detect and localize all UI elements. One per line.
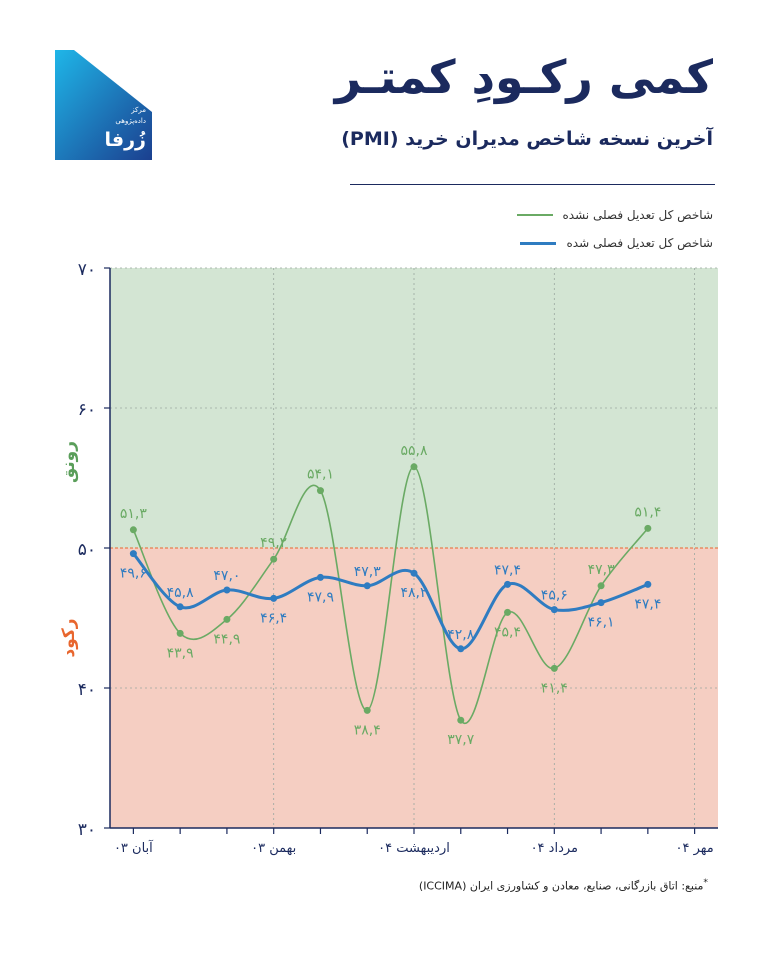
x-tick-label: مهر ۰۴ [675, 841, 713, 856]
data-label-adjusted: ۴۷,۳ [354, 564, 381, 580]
data-label-adjusted: ۴۶,۴ [260, 610, 287, 626]
data-label-raw: ۴۱,۴ [541, 680, 568, 696]
logo-shape [55, 50, 152, 160]
data-point-adjusted [597, 599, 605, 607]
data-label-raw: ۳۷,۷ [447, 732, 474, 748]
data-label-adjusted: ۴۷,۴ [494, 562, 521, 578]
data-point-raw [644, 524, 652, 532]
x-tick-label: آبان ۰۳ [114, 839, 154, 856]
source-text: منبع: اتاق بازرگانی، صنایع، معادن و کشاو… [418, 879, 704, 893]
y-tick-label: ۳۰ [78, 820, 96, 840]
logo-line2: داده‌پژوهی [115, 117, 146, 125]
legend-swatch-adjusted [520, 241, 557, 245]
data-point-raw [270, 555, 278, 563]
zone-label-recession: رکود [59, 618, 79, 657]
data-label-raw: ۵۴,۱ [307, 467, 334, 483]
y-tick-label: ۷۰ [78, 260, 96, 280]
data-label-raw: ۴۷,۳ [588, 562, 615, 578]
data-point-adjusted [644, 580, 652, 588]
data-label-raw: ۵۱,۳ [120, 506, 147, 522]
data-point-adjusted [270, 594, 278, 602]
data-point-raw [457, 716, 465, 724]
page-title: کمی رکـودِ کمتـر [334, 50, 713, 104]
data-label-raw: ۴۳,۹ [167, 645, 194, 661]
data-label-adjusted: ۴۷,۴ [634, 596, 661, 612]
data-label-raw: ۴۴,۹ [213, 631, 240, 647]
x-tick-label: اردیبهشت ۰۴ [378, 841, 450, 856]
data-point-adjusted [457, 645, 465, 653]
data-label-raw: ۴۵,۴ [494, 624, 521, 640]
data-label-raw: ۳۸,۴ [354, 722, 381, 738]
header-divider [350, 184, 715, 185]
data-label-adjusted: ۴۹,۶ [120, 566, 147, 582]
data-label-adjusted: ۴۵,۶ [541, 588, 568, 604]
data-point-raw [129, 526, 137, 534]
legend-item-adjusted: شاخص کل تعدیل فصلی شده [520, 236, 713, 250]
data-point-adjusted [316, 573, 324, 581]
data-point-adjusted [223, 586, 231, 594]
data-label-adjusted: ۴۶,۱ [588, 615, 615, 631]
data-point-adjusted [129, 550, 137, 558]
data-point-raw [504, 608, 512, 616]
data-point-raw [363, 706, 371, 714]
data-label-adjusted: ۴۸,۲ [400, 585, 427, 601]
data-point-adjusted [504, 580, 512, 588]
data-point-adjusted [410, 569, 418, 577]
y-tick-label: ۴۰ [78, 680, 96, 700]
data-label-adjusted: ۴۷,۰ [213, 568, 240, 584]
y-tick-label: ۶۰ [78, 400, 96, 420]
data-point-raw [223, 615, 231, 623]
data-label-raw: ۵۱,۴ [634, 504, 661, 520]
data-label-adjusted: ۴۵,۸ [167, 585, 194, 601]
page-subtitle: آخرین نسخه شاخص مدیران خرید (PMI) [341, 128, 713, 150]
y-tick-label: ۵۰ [78, 540, 96, 560]
legend-label-adjusted: شاخص کل تعدیل فصلی شده [566, 236, 713, 250]
data-point-raw [316, 487, 324, 495]
logo-name: زُرفا [105, 129, 146, 151]
source-note: *منبع: اتاق بازرگانی، صنایع، معادن و کشا… [418, 877, 708, 893]
data-point-raw [176, 629, 184, 637]
legend-label-raw: شاخص کل تعدیل فصلی نشده [562, 208, 714, 222]
data-label-adjusted: ۴۲,۸ [447, 627, 474, 643]
data-point-raw [597, 582, 605, 590]
data-label-raw: ۵۵,۸ [400, 443, 427, 459]
data-point-adjusted [363, 582, 371, 590]
legend-item-raw: شاخص کل تعدیل فصلی نشده [516, 208, 714, 222]
series-line-raw [132, 465, 649, 725]
data-label-raw: ۴۹,۲ [260, 535, 287, 551]
x-tick-label: بهمن ۰۳ [251, 841, 296, 856]
data-point-adjusted [176, 603, 184, 611]
brand-logo: مرکز داده‌پژوهی زُرفا [55, 50, 152, 160]
legend-swatch-raw [516, 214, 553, 216]
data-point-raw [550, 664, 558, 672]
logo-line1: مرکز [130, 106, 146, 114]
x-tick-label: مرداد ۰۴ [531, 841, 578, 856]
data-point-adjusted [550, 606, 558, 614]
zone-label-boom: رونق [59, 441, 79, 483]
data-point-raw [410, 463, 418, 471]
data-label-adjusted: ۴۷,۹ [307, 589, 334, 605]
